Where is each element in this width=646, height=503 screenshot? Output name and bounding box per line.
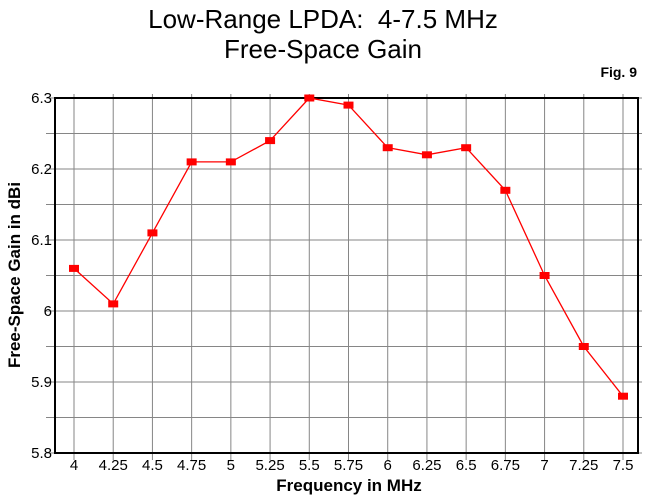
data-point-marker bbox=[265, 137, 276, 145]
data-point-marker bbox=[225, 158, 236, 166]
x-tick-label: 6 bbox=[384, 457, 392, 474]
x-tick-label: 7.5 bbox=[613, 457, 634, 474]
x-axis-title: Frequency in MHz bbox=[276, 476, 422, 495]
chart-title-line1: Low-Range LPDA: 4-7.5 MHz bbox=[148, 4, 498, 34]
y-tick-label: 6.2 bbox=[31, 161, 52, 178]
y-tick-label: 5.8 bbox=[31, 445, 52, 462]
x-tick-label: 6.75 bbox=[491, 457, 520, 474]
y-tick-label: 6.1 bbox=[31, 232, 52, 249]
data-point-marker bbox=[186, 158, 197, 166]
x-tick-label: 4.75 bbox=[177, 457, 206, 474]
y-tick-label: 6 bbox=[44, 303, 52, 320]
data-point-marker bbox=[461, 144, 472, 152]
data-point-marker bbox=[421, 151, 432, 159]
x-tick-label: 5 bbox=[227, 457, 235, 474]
plot-frame bbox=[54, 97, 639, 454]
x-tick-label: 4 bbox=[70, 457, 78, 474]
x-tick-label: 5.25 bbox=[255, 457, 284, 474]
figure-number-label: Fig. 9 bbox=[600, 64, 637, 80]
y-tick-label: 5.9 bbox=[31, 374, 52, 391]
data-point-marker bbox=[304, 94, 315, 102]
data-point-marker bbox=[539, 272, 550, 279]
x-tick-label: 7 bbox=[540, 457, 548, 474]
x-tick-label: 7.25 bbox=[569, 457, 598, 474]
y-axis-title: Free-Space Gain in dBi bbox=[5, 181, 24, 369]
data-point-marker bbox=[108, 300, 119, 308]
x-tick-label: 4.5 bbox=[142, 457, 163, 474]
x-tick-label: 5.75 bbox=[334, 457, 363, 474]
x-tick-label: 6.5 bbox=[456, 457, 477, 474]
data-point-marker bbox=[382, 144, 393, 152]
data-point-marker bbox=[500, 186, 511, 194]
x-tick-label: 6.25 bbox=[412, 457, 441, 474]
data-point-marker bbox=[147, 229, 158, 237]
data-point-marker bbox=[578, 343, 589, 350]
data-point-marker bbox=[618, 392, 628, 400]
data-point-marker bbox=[69, 264, 79, 272]
x-tick-label: 5.5 bbox=[299, 457, 320, 474]
data-point-marker bbox=[343, 101, 354, 109]
chart-title-line2: Free-Space Gain bbox=[224, 34, 422, 64]
y-tick-label: 6.3 bbox=[31, 90, 52, 107]
chart-title: Low-Range LPDA: 4-7.5 MHz Free-Space Gai… bbox=[0, 4, 646, 64]
x-tick-label: 4.25 bbox=[99, 457, 128, 474]
